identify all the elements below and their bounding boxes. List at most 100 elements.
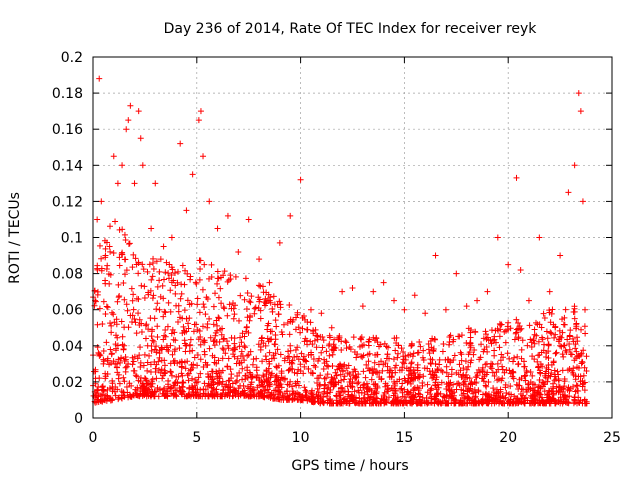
data-point [572,345,579,352]
data-point [114,334,121,341]
data-point [103,265,110,272]
data-point [298,350,305,357]
data-point [168,390,175,397]
data-point [294,344,301,351]
data-point [178,290,185,297]
data-point [552,323,559,330]
data-point [327,386,334,393]
data-point [132,255,139,262]
data-point [382,360,389,367]
data-point [148,342,155,349]
data-point [385,388,392,395]
data-point [237,292,244,299]
data-point [113,345,120,352]
data-point [202,386,209,393]
data-point [259,334,266,341]
data-point [555,375,562,382]
data-point [165,275,172,282]
data-point [236,317,243,324]
data-point [170,336,177,343]
data-point [494,360,501,367]
data-point [130,291,137,298]
data-point [179,372,186,379]
data-point [571,162,578,169]
data-point [518,375,525,382]
data-point [164,387,171,394]
data-point [546,388,553,395]
data-point [485,390,492,397]
data-point [98,384,105,391]
data-point [391,378,398,385]
data-point [332,344,339,351]
data-point [300,370,307,377]
data-point [232,379,239,386]
data-point [130,392,137,399]
data-point [100,348,107,355]
data-point [277,389,284,396]
data-point [189,171,196,178]
data-point [239,376,246,383]
data-point [319,334,326,341]
data-point [100,358,107,365]
data-point [401,306,408,313]
data-point [472,329,479,336]
data-point [440,341,447,348]
data-point [276,239,283,246]
data-point [261,378,268,385]
data-point [515,360,522,367]
data-point [408,341,415,348]
data-point [552,400,559,407]
data-point [211,337,218,344]
data-point [223,338,230,345]
data-point [284,396,291,403]
data-point [143,321,150,328]
data-point [471,347,478,354]
data-point [545,362,552,369]
data-point [174,268,181,275]
data-point [241,357,248,364]
data-point [394,350,401,357]
data-point [417,343,424,350]
data-point [341,361,348,368]
data-point [466,340,473,347]
data-point [320,365,327,372]
data-point [378,375,385,382]
data-point [208,381,215,388]
data-point [581,387,588,394]
data-point [544,396,551,403]
data-point [94,266,101,273]
data-point [537,384,544,391]
data-point [439,348,446,355]
data-point [189,375,196,382]
data-point [200,301,207,308]
data-point [200,153,207,160]
data-point [503,366,510,373]
data-point [538,394,545,401]
data-point [343,345,350,352]
data-point [484,288,491,295]
data-point [125,324,132,331]
data-point [167,308,174,315]
data-point [239,330,246,337]
data-point [535,338,542,345]
data-point [577,108,584,115]
data-point [96,75,103,82]
data-point [559,316,566,323]
data-point [148,328,155,335]
data-point [511,354,518,361]
data-point [171,391,178,398]
data-point [421,365,428,372]
data-point [550,359,557,366]
data-point [561,396,568,403]
data-point [339,384,346,391]
data-point [496,394,503,401]
data-point [135,108,142,115]
data-point [493,399,500,406]
data-point [253,364,260,371]
data-point [273,364,280,371]
data-point [340,376,347,383]
data-point [161,362,168,369]
data-point [127,393,134,400]
data-point [265,365,272,372]
data-point [111,388,118,395]
